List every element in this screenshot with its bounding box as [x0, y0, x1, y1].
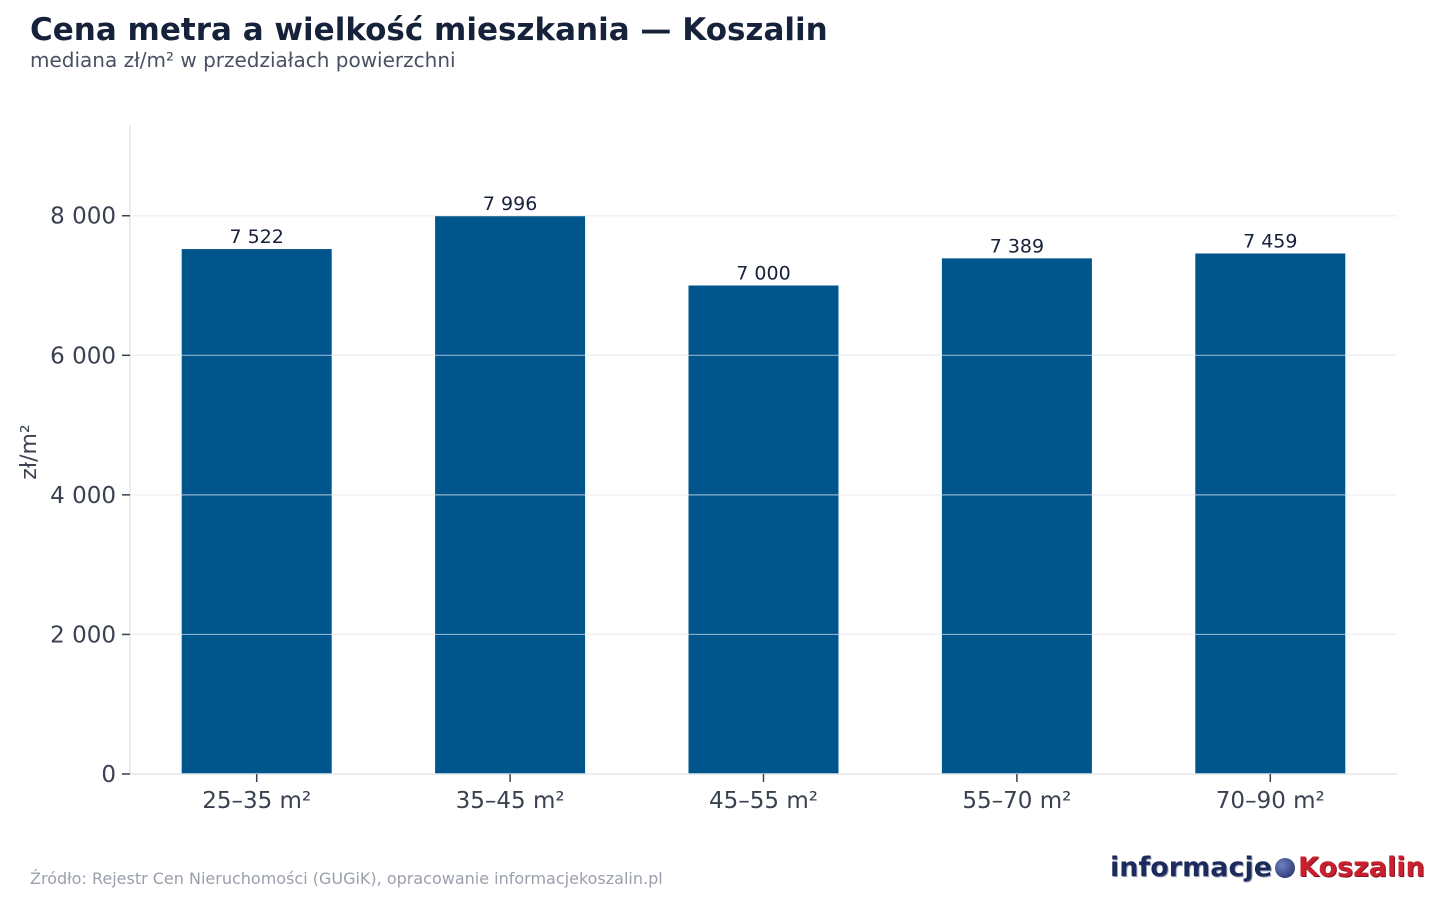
chart-title: Cena metra a wielkość mieszkania — Kosza… — [30, 12, 828, 48]
y-tick-label-2: 4 000 — [50, 483, 116, 509]
value-label-0: 7 522 — [229, 226, 283, 248]
value-label-4: 7 459 — [1243, 230, 1297, 252]
logo-text-part2: Koszalin — [1298, 852, 1425, 883]
x-tick-label-2: 45–55 m² — [709, 788, 818, 814]
y-tick-label-0: 0 — [101, 762, 116, 788]
x-tick-label-0: 25–35 m² — [202, 788, 311, 814]
y-axis-label: zł/m² — [17, 424, 42, 479]
value-label-3: 7 389 — [990, 235, 1044, 257]
value-label-1: 7 996 — [483, 193, 537, 215]
globe-icon — [1275, 857, 1296, 878]
value-label-2: 7 000 — [736, 263, 790, 285]
chart-subtitle: mediana zł/m² w przedziałach powierzchni — [30, 48, 456, 72]
x-tick-label-3: 55–70 m² — [962, 788, 1071, 814]
bar-2 — [688, 285, 839, 774]
bar-0 — [181, 249, 332, 774]
bar-4 — [1195, 253, 1346, 774]
logo-text-part1: informacje — [1110, 852, 1273, 883]
site-logo[interactable]: informacje Koszalin — [1110, 852, 1425, 883]
bar-3 — [941, 258, 1092, 775]
y-tick-label-3: 6 000 — [50, 343, 116, 369]
x-tick-label-4: 70–90 m² — [1216, 788, 1325, 814]
y-tick-label-1: 2 000 — [50, 622, 116, 648]
source-note: Źródło: Rejestr Cen Nieruchomości (GUGiK… — [30, 869, 663, 888]
x-tick-label-1: 35–45 m² — [456, 788, 565, 814]
y-tick-label-4: 8 000 — [50, 204, 116, 230]
